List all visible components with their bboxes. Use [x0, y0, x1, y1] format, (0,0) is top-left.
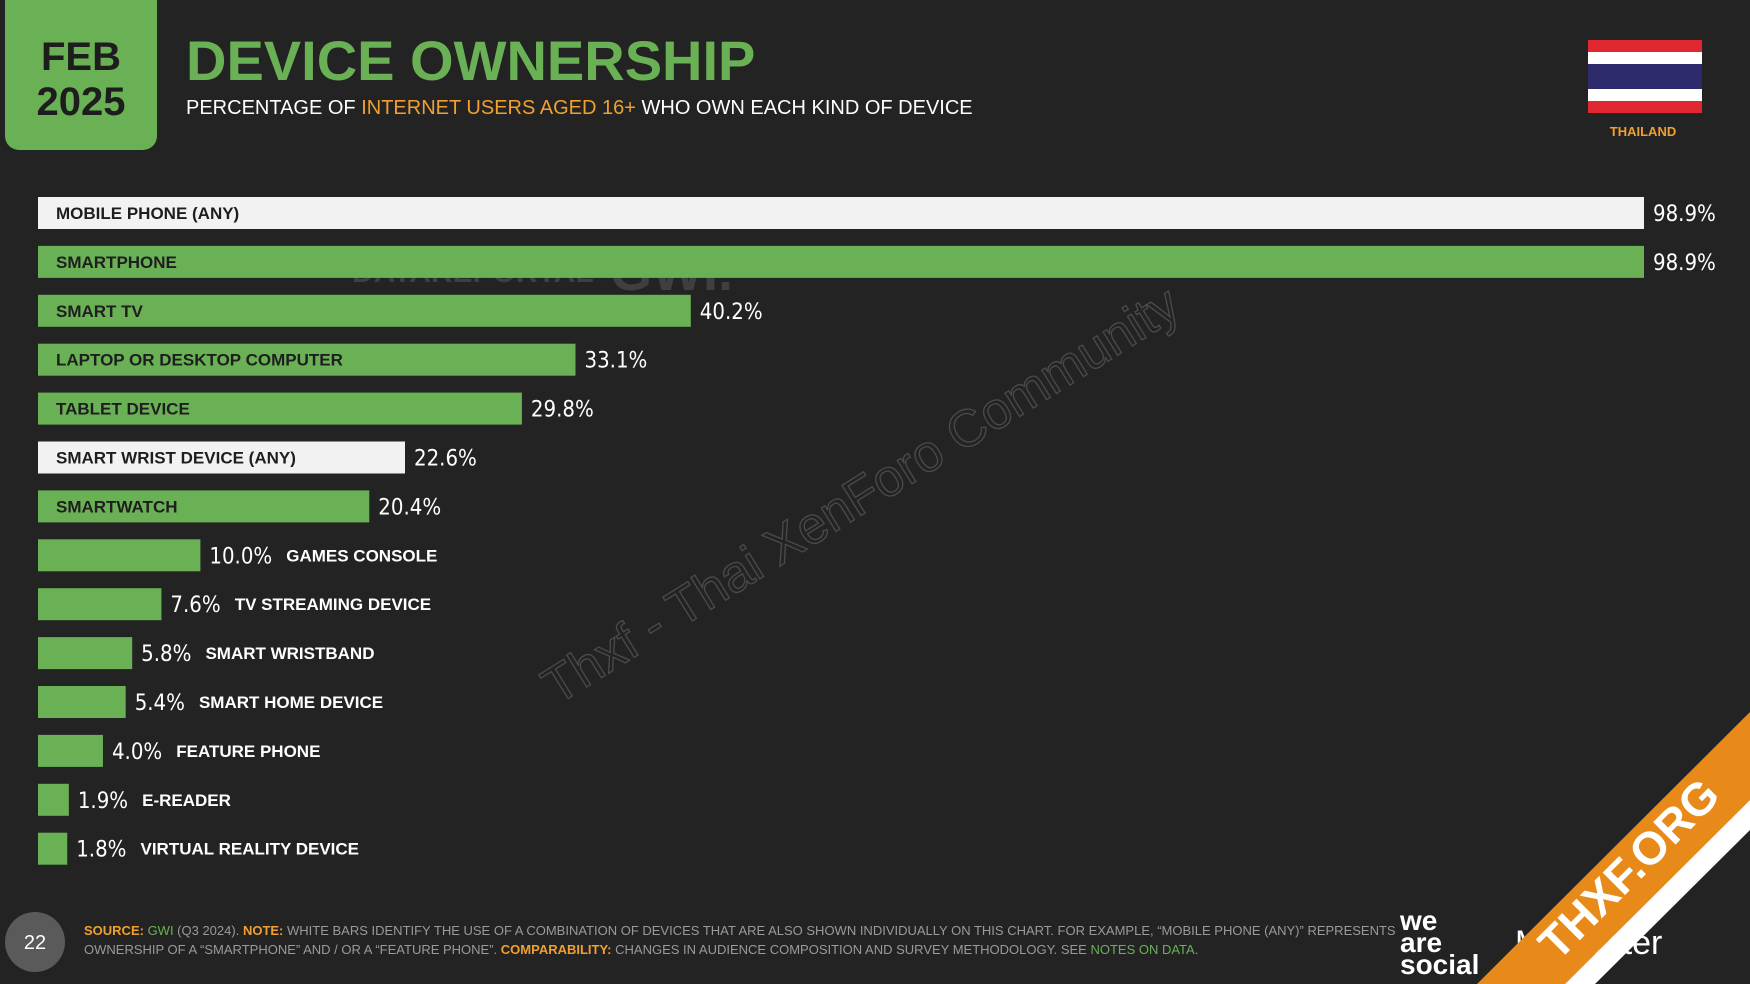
value-label: 5.8%	[141, 642, 191, 667]
category-label: E-READER	[142, 791, 231, 810]
year: 2025	[37, 80, 126, 124]
value-label: 22.6%	[414, 447, 477, 472]
footer-text: OWNERSHIP OF A “SMARTPHONE” AND / OR A “…	[84, 942, 501, 957]
bar-chart: 98.9% MOBILE PHONE (ANY) 98.9% SMARTPHONE 40…	[38, 197, 1716, 865]
value-label: 98.9%	[1653, 251, 1716, 276]
category-label: TV STREAMING DEVICE	[235, 595, 431, 614]
date-box	[5, 0, 157, 150]
value-label: 98.9%	[1653, 202, 1716, 227]
category-label: SMART TV	[56, 302, 144, 321]
bar	[38, 392, 522, 425]
country: THAILAND	[1610, 124, 1676, 139]
footer-label: COMPARABILITY:	[501, 942, 612, 957]
logo-text: we	[1399, 905, 1437, 936]
footer-text: WHITE BARS IDENTIFY THE USE OF A COMBINA…	[283, 923, 1396, 938]
footer-source: GWI	[144, 923, 174, 938]
footer-line: OWNERSHIP OF A “SMARTPHONE” AND / OR A “…	[84, 942, 1198, 957]
subtitle-highlight: INTERNET USERS AGED 16+	[361, 97, 636, 119]
value-label: 1.9%	[78, 789, 128, 814]
bar	[38, 734, 103, 767]
subtitle-part: PERCENTAGE OF	[186, 97, 361, 119]
bar	[38, 637, 133, 670]
subtitle: PERCENTAGE OF INTERNET USERS AGED 16+ WH…	[186, 97, 973, 119]
bar	[38, 245, 1644, 278]
value-label: 20.4%	[378, 495, 441, 520]
category-label: SMARTWATCH	[56, 497, 178, 516]
category-label: MOBILE PHONE (ANY)	[56, 204, 239, 223]
value-label: 33.1%	[584, 349, 647, 374]
footer-text: (Q3 2024).	[174, 923, 243, 938]
value-label: 4.0%	[112, 740, 162, 765]
category-label: SMART WRISTBAND	[205, 644, 374, 663]
bar	[38, 343, 576, 376]
title: DEVICE OWNERSHIP	[186, 29, 755, 92]
footer-link[interactable]: NOTES ON DATA	[1090, 942, 1195, 957]
bar	[38, 490, 370, 523]
value-label: 5.4%	[135, 691, 185, 716]
value-label: 29.8%	[531, 398, 594, 423]
value-label: 7.6%	[170, 593, 220, 618]
footer-text: .	[1195, 942, 1199, 957]
bar	[38, 686, 126, 718]
category-label: TABLET DEVICE	[56, 400, 190, 419]
bar	[38, 539, 201, 572]
bar	[38, 197, 1644, 229]
value-label: 10.0%	[209, 544, 272, 569]
category-label: FEATURE PHONE	[176, 742, 320, 761]
logo-text: social	[1400, 949, 1479, 980]
category-label: GAMES CONSOLE	[286, 546, 437, 565]
bar	[38, 832, 68, 865]
logo-text: are	[1400, 927, 1442, 958]
category-label: SMART WRIST DEVICE (ANY)	[56, 449, 296, 468]
footer-label: SOURCE:	[84, 923, 144, 938]
footer-label: NOTE:	[243, 923, 283, 938]
category-label: LAPTOP OR DESKTOP COMPUTER	[56, 351, 343, 370]
category-label: SMART HOME DEVICE	[199, 693, 383, 712]
page-badge	[5, 912, 65, 972]
bar	[38, 783, 69, 816]
flag	[1588, 40, 1702, 113]
month: FEB	[41, 35, 121, 79]
value-label: 40.2%	[700, 300, 763, 325]
page-number: 22	[24, 932, 46, 954]
value-label: 1.8%	[76, 838, 126, 863]
footer-line: SOURCE: GWI (Q3 2024). NOTE: WHITE BARS …	[84, 923, 1396, 938]
bar	[38, 588, 162, 621]
bar	[38, 294, 691, 327]
bar	[38, 441, 405, 474]
category-label: SMARTPHONE	[56, 253, 177, 272]
subtitle-part: WHO OWN EACH KIND OF DEVICE	[636, 97, 973, 119]
footer-text: CHANGES IN AUDIENCE COMPOSITION AND SURV…	[612, 942, 1091, 957]
category-label: VIRTUAL REALITY DEVICE	[141, 840, 360, 859]
